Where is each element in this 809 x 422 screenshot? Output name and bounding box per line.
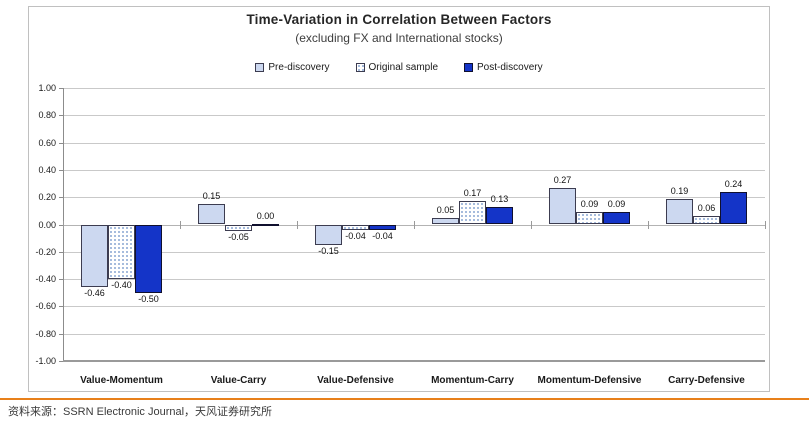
category-boundary-tick [297,220,298,229]
category-boundary-tick [63,220,64,229]
bar-value-label: 0.19 [670,185,689,196]
y-axis-tick [59,197,63,199]
bar-value-label: -0.15 [318,245,339,256]
bar [549,187,576,225]
legend-swatch-solid-icon [464,62,474,72]
y-axis-tick [59,142,63,144]
y-axis-tick [59,333,63,335]
y-axis-tick [59,169,63,171]
accent-divider-line [0,398,809,400]
gridline [63,251,765,253]
chart-frame [28,6,770,392]
y-axis-tick-label: -1.00 [35,356,56,366]
gridline [63,333,765,335]
legend-label: Pre-discovery [268,61,330,73]
bar-value-label: 0.15 [202,191,221,202]
legend-swatch-light-icon [255,62,265,72]
y-axis-tick-label: 0.20 [38,192,56,203]
bar-value-label: 0.05 [436,204,455,215]
bar-value-label: 0.09 [607,199,626,210]
category-axis-label: Carry-Defensive [668,375,745,386]
gridline [63,88,765,89]
y-axis-tick [59,88,63,89]
source-attribution: 资料来源：SSRN Electronic Journal，天风证券研究所 [8,406,273,418]
category-boundary-tick [765,220,766,229]
category-boundary-tick [531,220,532,229]
gridline [63,142,765,144]
y-axis-tick-label: -0.40 [35,274,56,285]
y-axis-tick-label: -0.60 [35,301,56,312]
bar-value-label: -0.05 [228,232,249,243]
category-axis-label: Value-Defensive [317,375,394,386]
bar-value-label: -0.40 [111,280,132,291]
bar [693,216,720,225]
bar-value-label: 0.09 [580,199,599,210]
x-axis-baseline [63,360,765,362]
y-axis-tick [59,361,63,362]
legend-item-post-discovery: Post-discovery [464,62,543,73]
chart-title: Time-Variation in Correlation Between Fa… [246,12,552,27]
category-boundary-tick [180,220,181,229]
bar [603,212,630,225]
bar-value-label: 0.06 [697,203,716,214]
y-axis-tick-label: -0.20 [35,246,56,257]
bar [315,224,342,245]
legend-item-original-sample: Original sample [355,61,439,73]
bar-value-label: -0.04 [372,230,393,241]
bar [225,224,252,232]
y-axis-tick [59,306,63,308]
chart-legend: Pre-discovery Original sample Post-disco… [28,60,770,74]
y-axis-tick-label: 0.40 [38,164,56,175]
bar-value-label: 0.00 [256,210,275,221]
bar [486,206,513,225]
gridline [63,306,765,308]
bar [369,224,396,230]
legend-item-pre-discovery: Pre-discovery [255,61,330,73]
bar [342,224,369,230]
legend-swatch-dotted-icon [355,62,365,72]
y-axis-tick-label: 0.00 [38,219,56,230]
bar [459,201,486,225]
y-axis-tick-label: 0.80 [38,110,56,121]
y-axis-tick [59,279,63,281]
y-axis-tick-label: 1.00 [38,83,56,93]
legend-label: Post-discovery [477,61,543,73]
gridline [63,169,765,171]
category-boundary-tick [648,220,649,229]
y-axis-tick [59,251,63,253]
legend-label: Original sample [368,61,439,73]
bar [432,217,459,225]
bar [576,212,603,225]
gridline [63,197,765,199]
bar [108,224,135,280]
y-axis-tick [59,115,63,117]
gridline [63,279,765,281]
category-axis-label: Value-Momentum [80,375,163,386]
bar [252,223,279,226]
gridline [63,115,765,117]
bar [135,224,162,293]
bar-value-label: 0.17 [463,188,482,199]
bar-value-label: -0.46 [84,288,105,299]
category-axis-label: Momentum-Carry [431,375,514,386]
bar-value-label: 0.13 [490,193,509,204]
bar-value-label: -0.50 [138,293,159,304]
category-axis-label: Value-Carry [210,375,267,386]
bar [198,204,225,225]
category-boundary-tick [414,220,415,229]
bar [666,198,693,225]
bar [720,191,747,225]
category-axis-label: Momentum-Defensive [537,375,642,386]
y-axis-tick [59,224,63,226]
bar-value-label: 0.24 [724,178,743,189]
bar-value-label: 0.27 [553,174,572,185]
y-axis-tick-label: 0.60 [38,137,56,148]
chart-subtitle: (excluding FX and International stocks) [295,31,503,45]
bar-value-label: -0.04 [345,230,366,241]
y-axis-tick-label: -0.80 [35,328,56,339]
bar [81,224,108,288]
